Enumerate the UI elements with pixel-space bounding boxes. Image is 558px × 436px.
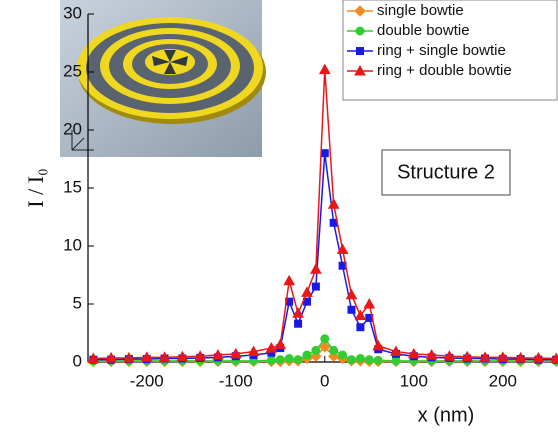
marker xyxy=(276,356,284,364)
x-tick-label: 200 xyxy=(489,371,517,390)
marker xyxy=(303,351,311,359)
legend-label: ring + single bowtie xyxy=(377,42,506,59)
marker xyxy=(295,320,302,327)
marker xyxy=(312,346,320,354)
marker xyxy=(347,356,355,364)
marker xyxy=(321,150,328,157)
marker xyxy=(293,308,303,317)
marker xyxy=(284,276,294,285)
y-axis-label: I / I₀ xyxy=(23,168,48,207)
legend-label: ring + double bowtie xyxy=(377,62,512,79)
marker xyxy=(356,27,364,35)
marker xyxy=(364,299,374,308)
legend-label: double bowtie xyxy=(377,22,470,39)
x-tick-label: 100 xyxy=(400,371,428,390)
marker xyxy=(365,356,373,364)
marker xyxy=(330,346,338,354)
marker xyxy=(302,287,312,296)
marker xyxy=(266,343,276,352)
legend-label: single bowtie xyxy=(377,2,464,19)
chart: Structure 2 x (nm) I / I₀ 0 5 10 15 20 25 30 -2… xyxy=(0,0,558,431)
y-tick-label: 10 xyxy=(63,235,82,254)
x-tick-label: 0 xyxy=(320,371,329,390)
marker xyxy=(320,65,330,74)
marker xyxy=(312,283,319,290)
x-tick-label: -200 xyxy=(130,371,164,390)
marker xyxy=(267,356,275,364)
marker xyxy=(357,324,364,331)
x-axis-label: x (nm) xyxy=(418,404,475,426)
marker xyxy=(339,351,347,359)
marker xyxy=(294,356,302,364)
marker xyxy=(356,355,364,363)
marker xyxy=(321,335,329,343)
marker xyxy=(348,306,355,313)
y-tick-label: 30 xyxy=(63,3,82,22)
y-tick-label: 25 xyxy=(63,61,82,80)
marker xyxy=(374,356,382,364)
y-tick-label: 15 xyxy=(63,177,82,196)
annotation: Structure 2 xyxy=(397,161,495,183)
marker xyxy=(392,357,400,365)
inset-image xyxy=(60,0,266,157)
page: {"chart_data": { "type": "line", "x_labe… xyxy=(0,0,558,431)
y-tick-label: 0 xyxy=(73,351,82,370)
x-tick-label: -100 xyxy=(219,371,253,390)
marker xyxy=(285,355,293,363)
marker xyxy=(357,48,364,55)
y-tick-label: 20 xyxy=(63,119,82,138)
marker xyxy=(311,264,321,273)
y-tick-label: 5 xyxy=(73,293,82,312)
